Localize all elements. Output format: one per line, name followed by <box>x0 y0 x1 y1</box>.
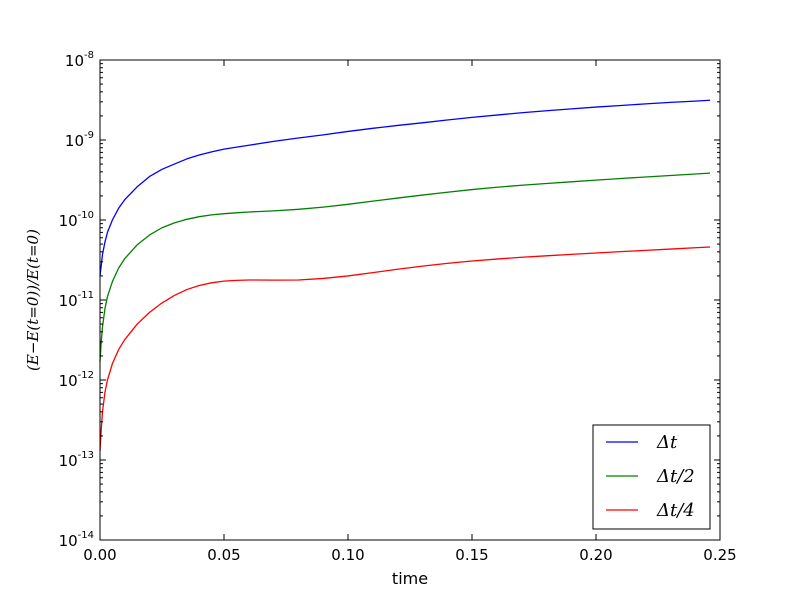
y-tick-label: 10-11 <box>59 290 94 310</box>
x-tick-label: 0.25 <box>703 546 736 564</box>
y-axis-label: (E−E(t=0))/E(t=0) <box>24 229 42 371</box>
y-axis: 10-14 10-13 10-12 10-11 10-10 10-9 10-8 <box>59 50 720 550</box>
series-line-3 <box>99 246 711 451</box>
y-tick-label: 10-12 <box>59 370 94 390</box>
x-tick-label: 0.05 <box>207 546 240 564</box>
legend: Δt Δt/2 Δt/4 <box>592 424 711 530</box>
x-tick-label: 0.20 <box>579 546 612 564</box>
x-tick-label: 0.15 <box>455 546 488 564</box>
y-tick-label: 10-9 <box>65 130 94 150</box>
y-tick-label: 10-10 <box>59 210 94 230</box>
y-tick-label: 10-14 <box>59 530 94 550</box>
legend-label-3: Δt/4 <box>656 500 695 521</box>
legend-label-1: Δt <box>656 432 678 453</box>
x-axis: 0.00 0.05 0.10 0.15 0.20 0.25 <box>83 60 737 564</box>
y-tick-label: 10-13 <box>59 450 94 470</box>
x-axis-label: time <box>392 569 428 588</box>
y-tick-label: 10-8 <box>65 50 94 70</box>
series-layer <box>99 99 711 451</box>
x-tick-label: 0.10 <box>331 546 364 564</box>
legend-label-2: Δt/2 <box>656 466 695 487</box>
series-line-2 <box>99 172 711 362</box>
series-line-1 <box>99 99 711 276</box>
x-tick-label: 0.00 <box>83 546 116 564</box>
